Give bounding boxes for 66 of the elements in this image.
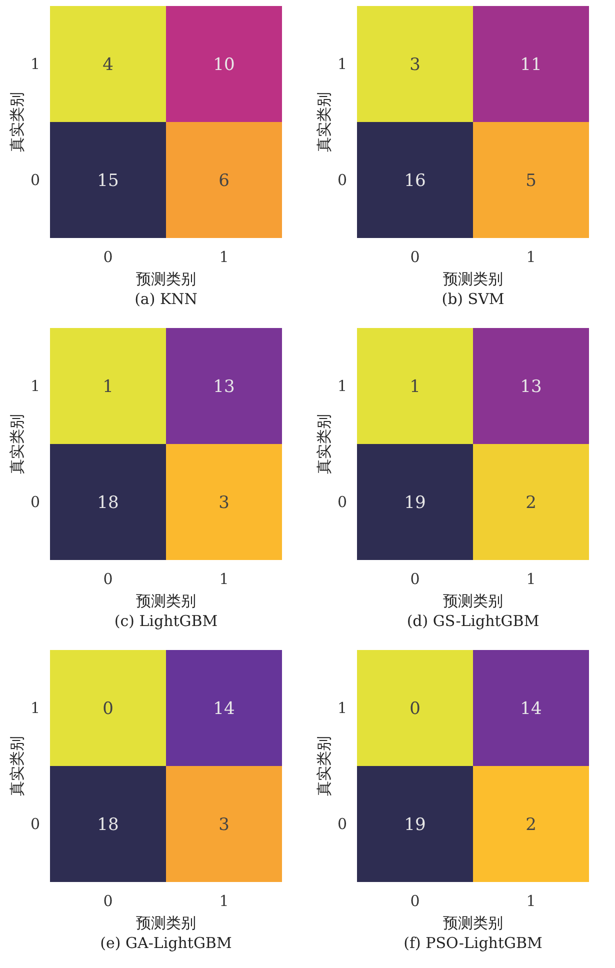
x-tick-label: 0 [410, 570, 420, 588]
text: (d) GS-LightGBM [406, 612, 540, 630]
x-tick-label: 0 [410, 248, 420, 266]
data-label: 5 [526, 171, 536, 191]
data-label: 0 [102, 699, 114, 719]
data-label: 3 [218, 493, 230, 513]
data-label: 3 [410, 55, 420, 75]
y-tick-label: 0 [337, 171, 347, 189]
data-label: 11 [520, 55, 542, 75]
x-tick-label: 1 [526, 570, 536, 588]
data-label: 19 [404, 815, 426, 835]
text: (b) SVM [442, 290, 504, 308]
x-tick-label: 1 [526, 892, 536, 910]
data-label: 16 [404, 171, 426, 191]
data-label: 14 [213, 699, 235, 719]
text: (a) KNN [134, 290, 198, 308]
y-tick-label: 1 [30, 55, 40, 73]
x-tick-label: 0 [103, 248, 113, 266]
y-axis-title: 真实类别 [315, 414, 333, 474]
data-label: 0 [410, 699, 420, 719]
data-label: 15 [97, 171, 119, 191]
x-axis-title: 预测类别 [443, 270, 503, 288]
x-tick-label: 1 [219, 248, 229, 266]
x-axis-title: 预测类别 [136, 592, 196, 610]
data-label: 19 [404, 493, 426, 513]
y-tick-label: 1 [337, 55, 347, 73]
x-axis-title: 预测类别 [443, 592, 503, 610]
y-axis-title: 真实类别 [8, 736, 26, 796]
y-tick-label: 0 [337, 493, 347, 511]
data-label: 13 [213, 377, 235, 397]
y-tick-label: 1 [337, 377, 347, 395]
data-label: 14 [520, 699, 542, 719]
text: (c) LightGBM [114, 612, 218, 630]
x-axis-title: 预测类别 [443, 914, 503, 932]
x-tick-label: 0 [103, 892, 113, 910]
y-tick-label: 0 [30, 815, 40, 833]
data-label: 1 [410, 377, 420, 397]
y-axis-title: 真实类别 [315, 736, 333, 796]
x-tick-label: 0 [410, 892, 420, 910]
y-tick-label: 0 [30, 493, 40, 511]
data-label: 6 [218, 171, 230, 191]
x-tick-label: 1 [219, 892, 229, 910]
data-label: 18 [97, 493, 119, 513]
y-axis-title: 真实类别 [315, 92, 333, 152]
data-label: 3 [218, 815, 230, 835]
y-tick-label: 1 [30, 699, 40, 717]
x-axis-title: 预测类别 [136, 270, 196, 288]
text: (e) GA-LightGBM [100, 934, 232, 952]
y-tick-label: 1 [30, 377, 40, 395]
x-axis-title: 预测类别 [136, 914, 196, 932]
x-tick-label: 0 [103, 570, 113, 588]
data-label: 10 [213, 55, 235, 75]
x-tick-label: 1 [219, 570, 229, 588]
data-label: 1 [102, 377, 114, 397]
x-tick-label: 1 [526, 248, 536, 266]
y-axis-title: 真实类别 [8, 92, 26, 152]
data-label: 4 [102, 55, 114, 75]
data-label: 13 [520, 377, 542, 397]
y-tick-label: 1 [337, 699, 347, 717]
data-label: 18 [97, 815, 119, 835]
y-tick-label: 0 [337, 815, 347, 833]
text: (f) PSO-LightGBM [404, 934, 542, 952]
y-tick-label: 0 [30, 171, 40, 189]
data-label: 2 [526, 815, 536, 835]
y-axis-title: 真实类别 [8, 414, 26, 474]
data-label: 2 [526, 493, 536, 513]
